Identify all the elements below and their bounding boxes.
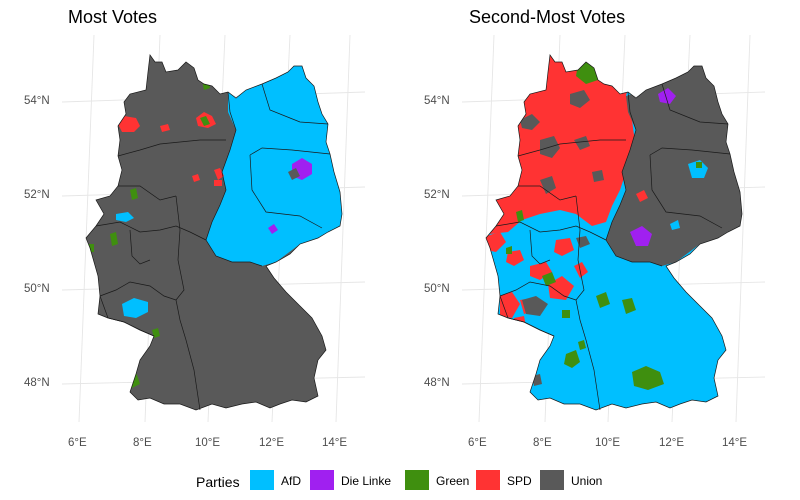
legend-label-union: Union — [571, 474, 602, 488]
panel-title: Most Votes — [68, 7, 157, 27]
region-green — [622, 298, 636, 314]
lat-tick-label: 50°N — [24, 283, 50, 295]
legend-label-afd: AfD — [281, 474, 301, 488]
lon-tick-label: 12°E — [659, 437, 684, 449]
region-union — [520, 114, 540, 130]
region-spd — [118, 116, 140, 132]
region-spd — [486, 232, 506, 252]
region-spd — [192, 174, 200, 182]
legend: Parties AfD Die Linke Green SPD Union — [196, 470, 602, 490]
region-spd — [214, 180, 222, 186]
region-spd — [636, 190, 648, 202]
region-afd — [688, 160, 708, 178]
state-borders — [495, 83, 731, 411]
region-die-linke — [268, 224, 278, 234]
lon-tick-label: 6°E — [68, 437, 87, 449]
region-union — [592, 170, 604, 182]
region-union — [288, 168, 300, 180]
panel-most-votes: Most Votes 54°N 52°N 50°N 48°N 6°E 8°E 1… — [24, 7, 366, 449]
legend-swatch-afd — [250, 470, 274, 490]
legend-swatch-green — [405, 470, 429, 490]
legend-title: Parties — [196, 474, 240, 490]
lon-tick-label: 8°E — [133, 437, 152, 449]
region-green — [110, 232, 118, 246]
state-borders — [95, 83, 331, 411]
lon-tick-labels: 6°E 8°E 10°E 12°E 14°E — [468, 437, 747, 449]
lon-tick-label: 8°E — [533, 437, 552, 449]
region-union — [606, 60, 742, 266]
lon-tick-label: 6°E — [468, 437, 487, 449]
legend-label-spd: SPD — [507, 474, 532, 488]
panel-second-most-votes: Second-Most Votes 54°N 52°N 50°N 48°N 6°… — [424, 7, 766, 449]
region-green — [130, 188, 138, 200]
legend-swatch-die-linke — [310, 470, 334, 490]
region-green — [562, 310, 570, 318]
lat-tick-labels: 54°N 52°N 50°N 48°N — [24, 95, 50, 389]
lon-tick-label: 10°E — [195, 437, 220, 449]
lat-tick-label: 50°N — [424, 283, 450, 295]
region-green — [152, 328, 160, 338]
region-green — [578, 340, 586, 350]
lat-tick-label: 48°N — [424, 377, 450, 389]
lat-tick-label: 52°N — [24, 189, 50, 201]
lat-tick-label: 52°N — [424, 189, 450, 201]
region-green — [596, 292, 610, 308]
region-green — [632, 366, 664, 390]
region-green — [200, 116, 210, 126]
region-green — [506, 246, 512, 254]
legend-swatch-union — [540, 470, 564, 490]
constituency-fills — [86, 55, 342, 410]
region-die-linke — [630, 226, 652, 246]
region-spd — [160, 124, 170, 132]
legend-label-green: Green — [436, 474, 469, 488]
region-spd — [500, 292, 520, 318]
lon-tick-label: 14°E — [322, 437, 347, 449]
lat-tick-label: 54°N — [24, 95, 50, 107]
lon-tick-label: 12°E — [259, 437, 284, 449]
panel-title: Second-Most Votes — [469, 7, 625, 27]
legend-swatch-spd — [476, 470, 500, 490]
region-green — [542, 272, 556, 286]
lat-tick-label: 54°N — [424, 95, 450, 107]
region-afd — [206, 60, 342, 266]
region-green — [696, 162, 702, 168]
lat-tick-label: 48°N — [24, 377, 50, 389]
constituency-fills — [486, 55, 742, 410]
region-green — [516, 210, 524, 222]
region-union — [522, 296, 548, 316]
region-spd — [554, 238, 574, 256]
region-union — [574, 136, 590, 150]
lon-tick-labels: 6°E 8°E 10°E 12°E 14°E — [68, 437, 347, 449]
region-spd — [574, 262, 588, 278]
legend-label-die-linke: Die Linke — [341, 474, 391, 488]
region-union — [540, 176, 556, 194]
region-afd — [122, 298, 148, 318]
region-afd — [670, 220, 680, 230]
region-spd — [214, 168, 224, 180]
region-green — [564, 350, 580, 368]
lon-tick-label: 10°E — [595, 437, 620, 449]
region-afd — [116, 212, 134, 222]
region-union — [570, 90, 590, 108]
region-die-linke — [658, 88, 676, 104]
lon-tick-label: 14°E — [722, 437, 747, 449]
lat-tick-labels: 54°N 52°N 50°N 48°N — [424, 95, 450, 389]
